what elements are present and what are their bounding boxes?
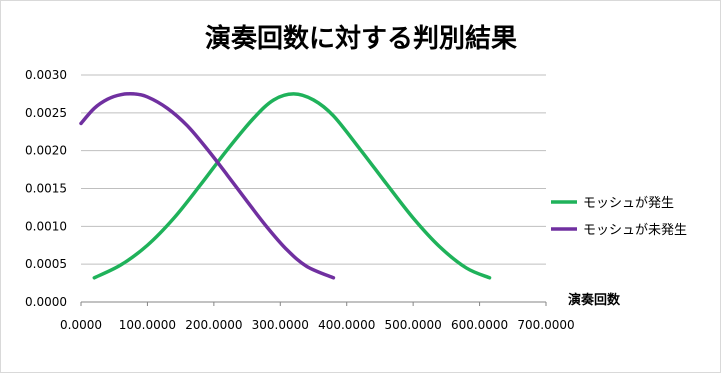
x-tick-label: 300.0000 — [252, 318, 309, 332]
x-axis-tick-labels: 0.0000 100.0000 200.0000 300.0000 400.0000 50… — [60, 302, 575, 332]
y-tick-label: 0.0025 — [25, 106, 67, 120]
x-tick-label: 600.0000 — [451, 318, 508, 332]
x-tick-label: 100.0000 — [119, 318, 176, 332]
legend-label: モッシュが発生 — [583, 196, 674, 211]
y-tick-label: 0.0015 — [25, 182, 67, 196]
y-tick-label: 0.0010 — [25, 219, 67, 233]
y-tick-label: 0.0020 — [25, 144, 67, 158]
gridlines — [81, 74, 546, 303]
plot-area — [79, 92, 492, 280]
y-axis-tick-labels: 0.0000 0.0005 0.0010 0.0015 0.0020 0.0025 0.00… — [25, 68, 67, 309]
series-line-0 — [92, 92, 492, 280]
y-tick-label: 0.0000 — [25, 295, 67, 309]
y-tick-label: 0.0005 — [25, 257, 67, 271]
y-tick-label: 0.0030 — [25, 68, 67, 82]
x-tick-label: 400.0000 — [318, 318, 375, 332]
chart-title: 演奏回数に対する判別結果 — [205, 23, 517, 54]
x-tick-label: 700.0000 — [517, 318, 574, 332]
legend-label: モッシュが未発生 — [583, 223, 687, 238]
series-line-1 — [79, 92, 336, 280]
x-axis-label: 演奏回数 — [568, 292, 621, 308]
x-tick-label: 500.0000 — [385, 318, 442, 332]
x-tick-label: 0.0000 — [60, 318, 102, 332]
x-tick-label: 200.0000 — [185, 318, 242, 332]
